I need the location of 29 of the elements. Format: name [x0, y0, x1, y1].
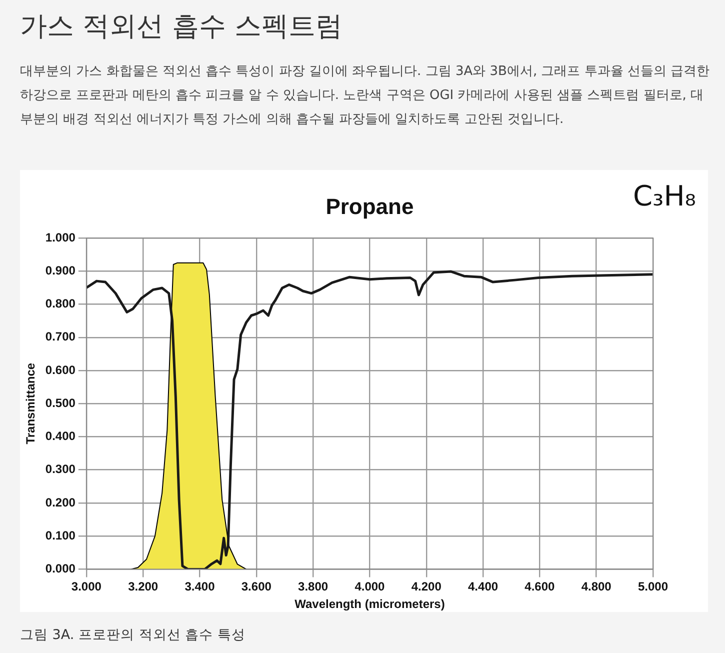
y-tick-label: 0.200 [45, 495, 76, 510]
y-tick-label: 0.900 [45, 263, 76, 278]
y-tick-label: 0.400 [45, 429, 76, 444]
text: C₃H₈ [632, 179, 696, 212]
x-tick-label: 3.800 [298, 580, 328, 594]
x-axis-title: Wavelength (micrometers) [294, 597, 445, 612]
x-tick-label: 3.000 [71, 580, 102, 594]
x-tick-label: 4.600 [524, 580, 556, 594]
x-tick-label: 4.400 [468, 580, 498, 594]
y-tick-label: 0.300 [45, 462, 76, 476]
x-tick-label: 3.600 [241, 580, 272, 594]
y-tick-label: 0.500 [45, 396, 76, 410]
text: Propane [326, 194, 414, 220]
x-tick-label: 5.000 [638, 580, 668, 594]
x-tick-label: 4.800 [581, 580, 612, 594]
x-tick-label: 4.200 [411, 580, 442, 594]
x-tick-label: 4.000 [354, 580, 386, 594]
y-tick-label: 0.100 [45, 528, 76, 542]
caption: 그림 3A. 프로판의 적외선 흡수 특성 [20, 626, 246, 644]
y-tick-label: 0.600 [45, 362, 76, 377]
y-tick-label: 0.000 [45, 562, 76, 576]
y-axis-title: Transmittance [24, 362, 38, 444]
y-tick-label: 1.000 [45, 230, 76, 244]
y-tick-label: 0.800 [45, 296, 76, 311]
x-tick-label: 3.400 [184, 580, 216, 594]
chart-title: 가스 적외선 흡수 스펙트럼 [20, 10, 343, 44]
y-tick-label: 0.700 [45, 330, 76, 344]
chart-subtitle: 대부분의 가스 화합물은 적외선 흡수 특성이 파장 길이에 좌우됩니다. 그림 3A와 3B에서, 그래프 투과율 선들의 급격한 하강으로 프로판과 메탄의 흡수 피크를 알 수 있습니다. 노란색 구역은 OGI 카메라에 사용된 샘플 스펙트럼 필터로, 대부분의 배경 적외선 에너지가 특정 가스에 의해 흡수될 파장들에 일치하도록 고안된 것입니다. [20, 63, 710, 129]
x-tick-label: 3.200 [128, 580, 158, 594]
